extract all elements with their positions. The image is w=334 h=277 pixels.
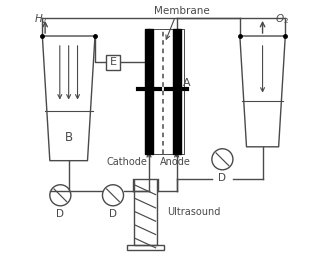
Text: D: D	[109, 209, 117, 219]
Text: Ultrasound: Ultrasound	[167, 207, 220, 217]
Text: Anode: Anode	[160, 157, 191, 167]
Text: B: B	[64, 131, 73, 143]
Text: A: A	[183, 78, 190, 88]
Text: D: D	[218, 173, 226, 183]
Bar	[127, 245, 164, 250]
Bar	[173, 29, 181, 154]
Text: $H_2$: $H_2$	[34, 12, 48, 26]
Text: Cathode: Cathode	[107, 157, 147, 167]
Text: D: D	[56, 209, 64, 219]
Text: Membrane: Membrane	[154, 6, 210, 16]
Bar	[145, 29, 153, 154]
Bar	[134, 179, 157, 245]
Bar	[106, 55, 120, 70]
Text: $O_2$: $O_2$	[275, 12, 289, 26]
Text: E: E	[110, 57, 117, 67]
